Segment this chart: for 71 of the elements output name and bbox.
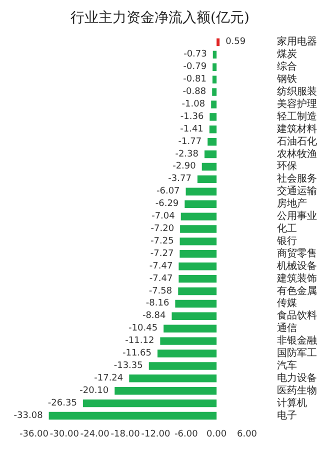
x-tick-label: -24.00 — [80, 430, 110, 440]
y-tick-label: 非银金融 — [277, 334, 317, 347]
y-tick-label: 房地产 — [277, 198, 307, 210]
data-label: -17.24 — [94, 373, 124, 384]
data-label: -8.16 — [146, 298, 170, 309]
y-tick-label: 国防军工 — [277, 347, 317, 360]
data-label: -7.58 — [148, 286, 172, 296]
data-label: -0.81 — [183, 74, 206, 85]
y-tick-label: 商贸零售 — [277, 247, 317, 260]
data-label: -7.47 — [149, 274, 173, 284]
chart-title: 行业主力资金净流入额(亿元) — [70, 10, 250, 26]
y-tick-label: 有色金属 — [277, 284, 317, 297]
data-label: -7.27 — [150, 248, 174, 259]
y-tick-label: 社会服务 — [277, 172, 317, 185]
y-tick-label: 电子 — [277, 409, 297, 422]
y-tick-label: 农林牧渔 — [277, 148, 317, 160]
y-tick-label: 计算机 — [277, 396, 307, 409]
data-label: -0.88 — [182, 87, 206, 98]
x-tick-label: -12.00 — [141, 430, 170, 440]
data-label: -2.38 — [175, 149, 199, 160]
data-label: -1.08 — [182, 99, 206, 110]
y-tick-label: 交通运输 — [277, 185, 317, 198]
x-tick-label: -30.00 — [50, 430, 80, 440]
data-label: -3.77 — [168, 174, 192, 184]
data-label: -1.41 — [180, 124, 204, 134]
y-tick-label: 建筑材料 — [276, 122, 317, 135]
data-label: -11.65 — [122, 348, 152, 359]
y-tick-label: 美容护理 — [277, 98, 317, 110]
y-tick-label: 银行 — [276, 236, 297, 247]
x-tick-label: 6.00 — [236, 430, 258, 440]
y-tick-label: 轻工制造 — [277, 110, 317, 122]
y-tick-label: 建筑装饰 — [276, 272, 317, 284]
data-label: -33.08 — [14, 410, 44, 421]
data-label: -1.36 — [180, 112, 204, 122]
y-tick-label: 通信 — [277, 322, 297, 334]
y-tick-label: 汽车 — [277, 359, 297, 372]
data-label: -7.20 — [150, 224, 174, 234]
y-tick-label: 煤炭 — [277, 48, 297, 60]
data-label: -2.90 — [172, 162, 196, 172]
y-tick-label: 纺织服装 — [277, 86, 317, 98]
data-label: -7.04 — [152, 212, 176, 222]
data-label: -6.29 — [155, 199, 179, 210]
y-tick-label: 钢铁 — [276, 73, 297, 86]
data-label: -0.73 — [184, 50, 207, 60]
data-label: -11.12 — [125, 336, 154, 346]
data-label: -13.35 — [114, 360, 143, 371]
x-tick-label: -6.00 — [174, 430, 198, 440]
data-label: -1.77 — [178, 136, 202, 147]
data-label: -10.45 — [128, 324, 158, 334]
data-label: -7.47 — [149, 261, 173, 272]
y-tick-label: 医药生物 — [277, 384, 317, 396]
data-label: -20.10 — [80, 386, 109, 396]
data-label: -26.35 — [48, 398, 77, 408]
y-tick-label: 综合 — [277, 60, 297, 73]
y-tick-label: 机械设备 — [277, 260, 317, 272]
y-tick-label: 环保 — [277, 161, 297, 172]
x-tick-label: -18.00 — [110, 430, 140, 440]
y-tick-label: 家用电器 — [277, 36, 317, 48]
y-tick-label: 电力设备 — [277, 372, 317, 384]
data-label: -8.84 — [142, 311, 166, 322]
y-tick-label: 公用事业 — [277, 210, 317, 222]
y-tick-label: 石油石化 — [277, 135, 317, 148]
x-tick-label: 0.00 — [206, 430, 227, 440]
y-tick-label: 传媒 — [277, 298, 297, 310]
data-label: 0.59 — [226, 37, 246, 48]
x-tick-label: -36.00 — [19, 430, 49, 440]
y-tick-label: 食品饮料 — [277, 310, 317, 322]
data-label: -7.25 — [150, 236, 174, 246]
y-tick-label: 化工 — [277, 222, 297, 234]
data-label: -0.79 — [183, 62, 207, 72]
data-label: -6.07 — [156, 186, 180, 197]
